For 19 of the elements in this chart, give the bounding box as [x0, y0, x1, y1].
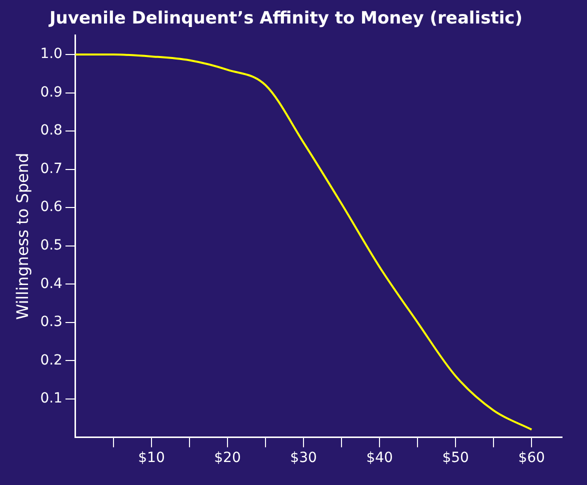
- y-axis-title: Willingness to Spend: [12, 152, 32, 320]
- y-tick-label: 0.4: [40, 276, 63, 292]
- y-tick-label: 0.8: [40, 122, 62, 139]
- y-tick-label: 0.3: [40, 314, 62, 330]
- x-tick-label: $20: [214, 450, 241, 466]
- y-tick-label: 0.2: [40, 352, 62, 368]
- x-tick-label: $10: [138, 450, 165, 466]
- chart-title: Juvenile Delinquent’s Affinity to Money (realistic): [48, 8, 523, 29]
- x-tick-label: $50: [442, 450, 469, 466]
- y-tick-label: 0.9: [40, 84, 62, 100]
- x-tick-label: $30: [290, 450, 317, 466]
- y-tick-label: 0.5: [40, 238, 62, 254]
- y-tick-label: 0.1: [40, 390, 62, 407]
- line-series: [75, 54, 533, 431]
- x-tick-label: $60: [518, 450, 545, 466]
- x-tick-label: $40: [366, 450, 393, 466]
- y-tick-label: 0.7: [40, 160, 62, 177]
- y-tick-label: 1.0: [40, 46, 62, 62]
- y-tick-label: 0.6: [40, 199, 63, 216]
